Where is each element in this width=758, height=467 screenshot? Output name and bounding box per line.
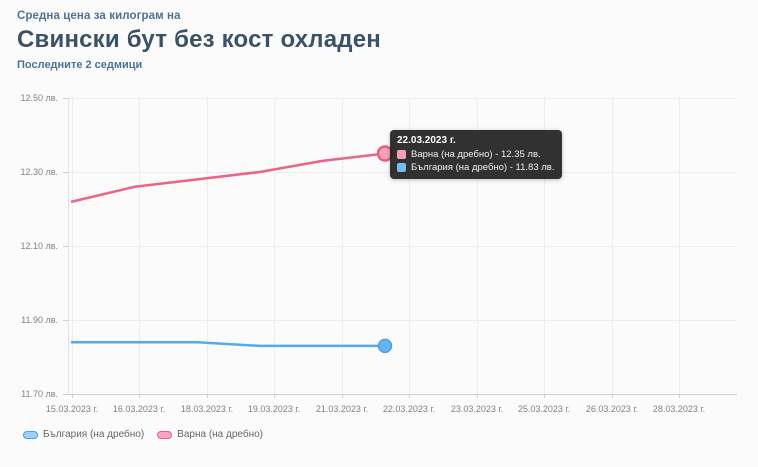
x-axis-tick-label: 18.03.2023 г. <box>180 404 234 414</box>
bulgaria-legend-swatch-icon <box>23 430 38 439</box>
y-axis-tick-label: 12.10 лв. <box>20 241 58 251</box>
series-line-varna[interactable] <box>70 152 387 203</box>
chart-tooltip: 22.03.2023 г. Варна (на дребно) - 12.35 … <box>390 130 563 179</box>
x-axis-tick-label: 22.03.2023 г. <box>382 404 436 414</box>
tooltip-row-text: Варна (на дребно) - 12.35 лв. <box>411 149 541 160</box>
chart-subtitle: Последните 2 седмици <box>17 59 143 71</box>
chart-kicker: Средна цена за килограм на <box>17 10 181 22</box>
y-axis-tick-label: 11.90 лв. <box>21 315 58 325</box>
tooltip-row-bulgaria: България (на дребно) - 11.83 лв. <box>397 162 554 173</box>
legend-item-bulgaria[interactable]: България (на дребно) <box>23 429 144 440</box>
page-title: Свински бут без кост охладен <box>17 26 381 53</box>
x-axis-tick-label: 16.03.2023 г. <box>112 404 166 414</box>
varna-series-swatch-icon <box>397 150 406 159</box>
legend-label: Варна (на дребно) <box>177 429 264 440</box>
y-axis-tick-label: 12.30 лв. <box>20 167 58 177</box>
series-marker-bulgaria[interactable] <box>377 338 393 354</box>
legend-item-varna[interactable]: Варна (на дребно) <box>157 429 263 440</box>
x-axis-tick-label: 15.03.2023 г. <box>45 404 99 414</box>
y-axis-tick-label: 12.50 лв. <box>20 93 58 103</box>
tooltip-date: 22.03.2023 г. <box>397 135 456 146</box>
x-axis-tick-label: 25.03.2023 г. <box>517 404 571 414</box>
y-axis-tick-label: 11.70 лв. <box>21 389 58 399</box>
x-axis-tick-label: 23.03.2023 г. <box>450 404 504 414</box>
x-axis-tick-label: 28.03.2023 г. <box>652 404 706 414</box>
x-axis-tick-label: 19.03.2023 г. <box>247 404 301 414</box>
x-axis-tick-label: 21.03.2023 г. <box>315 404 369 414</box>
bulgaria-series-swatch-icon <box>397 163 406 172</box>
x-axis-tick-label: 26.03.2023 г. <box>585 404 639 414</box>
legend-label: България (на дребно) <box>43 429 145 440</box>
series-line-bulgaria[interactable] <box>70 340 387 348</box>
chart-header: Средна цена за килограм на Свински бут б… <box>17 10 381 71</box>
chart-legend: България (на дребно) Варна (на дребно) <box>23 429 263 440</box>
varna-legend-swatch-icon <box>157 430 173 439</box>
tooltip-row-text: България (на дребно) - 11.83 лв. <box>411 162 555 173</box>
tooltip-row-varna: Варна (на дребно) - 12.35 лв. <box>397 149 554 160</box>
